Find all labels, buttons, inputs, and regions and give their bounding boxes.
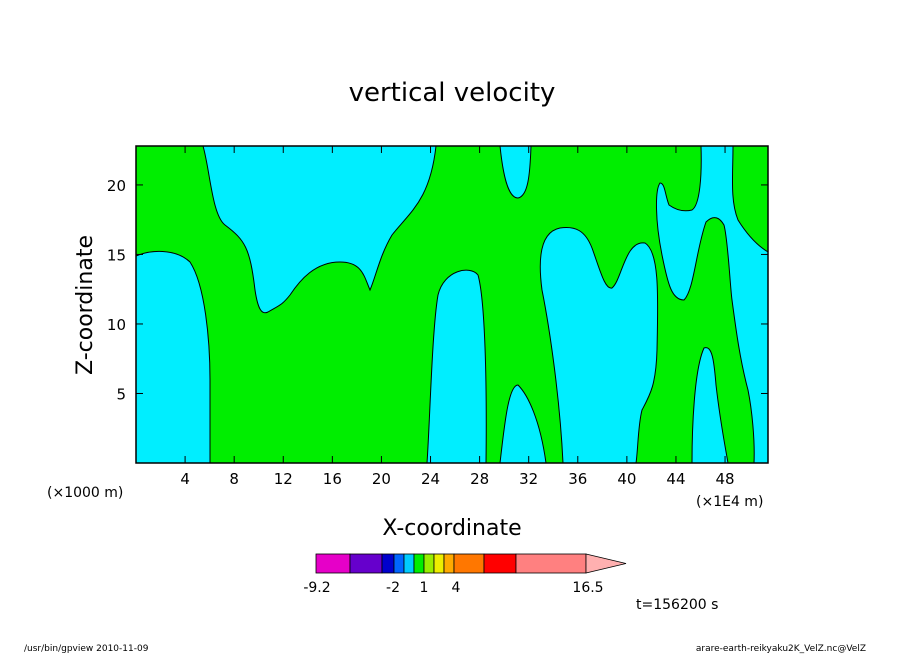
colorbar-swatch	[443, 553, 455, 574]
x-axis: 4 8 12 16 20 24 28 32 36 40 44 48	[180, 146, 735, 488]
x-tick-label: 44	[666, 470, 685, 488]
x-tick-label: 48	[716, 470, 735, 488]
x-tick-label: 20	[372, 470, 391, 488]
cyan-region-mid	[426, 269, 487, 463]
cyan-region-left	[136, 251, 211, 463]
x-tick-label: 36	[568, 470, 587, 488]
x-tick-label: 8	[229, 470, 239, 488]
colorbar-swatch	[483, 553, 517, 574]
x-tick-label: 16	[323, 470, 342, 488]
colorbar-label-4: 4	[452, 580, 461, 596]
x-tick-label: 40	[617, 470, 636, 488]
y-tick-label: 10	[107, 316, 126, 334]
colorbar-label-5: 16.5	[572, 580, 603, 596]
colorbar-swatch	[403, 553, 415, 574]
cyan-region-bottom-small	[499, 384, 547, 463]
colorbar	[315, 553, 627, 574]
colorbar-label-3: 1	[420, 580, 429, 596]
y-tick-label: 20	[107, 177, 126, 195]
colorbar-label-1: -9.2	[303, 580, 330, 596]
footer-right: arare-earth-reikyaku2K_VelZ.nc@VelZ	[696, 644, 866, 654]
x-axis-label: X-coordinate	[382, 516, 521, 541]
cyan-region-right-bottom	[691, 347, 729, 463]
x-tick-label: 4	[180, 470, 190, 488]
x-tick-label: 24	[421, 470, 440, 488]
x-tick-label: 12	[274, 470, 293, 488]
cyan-region-right-center	[539, 227, 659, 463]
cyan-region-upper	[202, 146, 437, 314]
colorbar-swatch	[515, 553, 587, 574]
time-label: t=156200 s	[636, 597, 718, 613]
colorbar-arrow	[585, 553, 627, 574]
plot-area	[136, 146, 768, 463]
colorbar-swatch	[453, 553, 485, 574]
footer-left: /usr/bin/gpview 2010-11-09	[24, 644, 149, 654]
y-tick-label: 15	[107, 246, 126, 264]
y-tick-label: 5	[116, 385, 126, 403]
colorbar-swatch	[349, 553, 383, 574]
x-unit-right: (×1E4 m)	[696, 494, 763, 510]
colorbar-swatch	[381, 553, 395, 574]
colorbar-label-2: -2	[386, 580, 400, 596]
colorbar-swatch	[413, 553, 425, 574]
plot-frame	[135, 145, 769, 464]
x-unit-left: (×1000 m)	[47, 485, 123, 501]
y-axis-label: Z-coordinate	[73, 235, 98, 375]
y-axis: 5 10 15 20	[107, 177, 768, 403]
x-tick-label: 28	[470, 470, 489, 488]
chart-title: vertical velocity	[349, 78, 556, 108]
x-tick-label: 32	[519, 470, 538, 488]
cyan-region-right-upper	[655, 146, 768, 463]
colorbar-swatch	[393, 553, 405, 574]
cyan-region-top-small	[499, 146, 532, 199]
colorbar-swatch	[433, 553, 445, 574]
colorbar-swatch	[315, 553, 351, 574]
colorbar-swatch	[423, 553, 435, 574]
